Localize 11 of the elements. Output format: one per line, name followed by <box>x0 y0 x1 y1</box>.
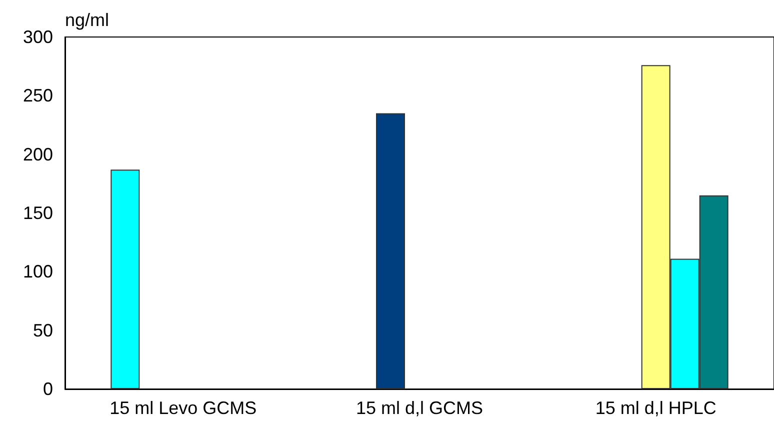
x-tick-label: 15 ml d,l HPLC <box>595 398 716 418</box>
y-axis-title: ng/ml <box>65 10 110 30</box>
y-tick-label: 0 <box>42 379 53 399</box>
y-tick-label: 200 <box>22 144 53 164</box>
x-tick-label: 15 ml d,l GCMS <box>356 398 484 418</box>
y-tick-label: 150 <box>22 203 53 223</box>
y-tick-label: 100 <box>22 262 53 282</box>
x-tick-label: 15 ml Levo GCMS <box>110 398 257 418</box>
y-tick-label: 50 <box>32 320 53 340</box>
y-tick-label: 250 <box>22 86 53 106</box>
y-tick-label: 300 <box>22 27 53 47</box>
